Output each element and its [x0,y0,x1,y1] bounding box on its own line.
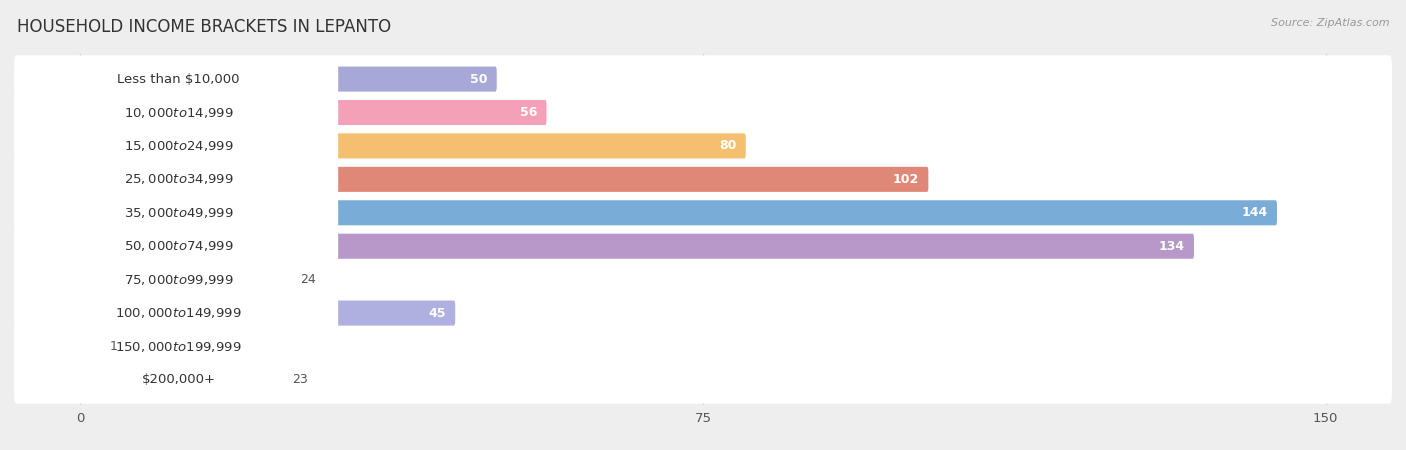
FancyBboxPatch shape [79,133,745,158]
Text: 144: 144 [1241,206,1267,219]
Text: 134: 134 [1159,240,1184,253]
FancyBboxPatch shape [18,362,339,398]
Text: $35,000 to $49,999: $35,000 to $49,999 [124,206,233,220]
FancyBboxPatch shape [18,228,339,264]
FancyBboxPatch shape [79,200,1277,225]
Text: 1: 1 [110,340,117,353]
Text: $15,000 to $24,999: $15,000 to $24,999 [124,139,233,153]
FancyBboxPatch shape [79,234,1194,259]
Text: Less than $10,000: Less than $10,000 [117,72,239,86]
Text: 102: 102 [893,173,918,186]
FancyBboxPatch shape [14,156,1392,203]
Text: $100,000 to $149,999: $100,000 to $149,999 [115,306,242,320]
Text: $150,000 to $199,999: $150,000 to $199,999 [115,339,242,354]
FancyBboxPatch shape [14,289,1392,337]
Text: Source: ZipAtlas.com: Source: ZipAtlas.com [1271,18,1389,28]
FancyBboxPatch shape [79,100,547,125]
FancyBboxPatch shape [79,301,456,326]
FancyBboxPatch shape [18,262,339,297]
Text: 23: 23 [292,374,308,387]
FancyBboxPatch shape [14,222,1392,270]
FancyBboxPatch shape [79,67,496,92]
FancyBboxPatch shape [14,189,1392,237]
Text: 50: 50 [470,72,488,86]
Text: $200,000+: $200,000+ [142,374,215,387]
Text: HOUSEHOLD INCOME BRACKETS IN LEPANTO: HOUSEHOLD INCOME BRACKETS IN LEPANTO [17,18,391,36]
FancyBboxPatch shape [79,334,90,359]
Text: 56: 56 [520,106,537,119]
FancyBboxPatch shape [79,267,281,292]
FancyBboxPatch shape [14,122,1392,170]
FancyBboxPatch shape [18,128,339,164]
FancyBboxPatch shape [79,367,273,392]
Text: 80: 80 [718,140,737,153]
FancyBboxPatch shape [18,61,339,97]
FancyBboxPatch shape [18,328,339,364]
Text: $10,000 to $14,999: $10,000 to $14,999 [124,105,233,120]
FancyBboxPatch shape [79,167,928,192]
Text: $25,000 to $34,999: $25,000 to $34,999 [124,172,233,186]
FancyBboxPatch shape [18,162,339,197]
Text: 24: 24 [301,273,316,286]
FancyBboxPatch shape [14,55,1392,103]
FancyBboxPatch shape [14,356,1392,404]
FancyBboxPatch shape [18,94,339,130]
FancyBboxPatch shape [14,89,1392,136]
Text: $75,000 to $99,999: $75,000 to $99,999 [124,273,233,287]
FancyBboxPatch shape [18,295,339,331]
FancyBboxPatch shape [18,195,339,231]
Text: 45: 45 [429,306,446,320]
Text: $50,000 to $74,999: $50,000 to $74,999 [124,239,233,253]
FancyBboxPatch shape [14,256,1392,303]
FancyBboxPatch shape [14,323,1392,370]
